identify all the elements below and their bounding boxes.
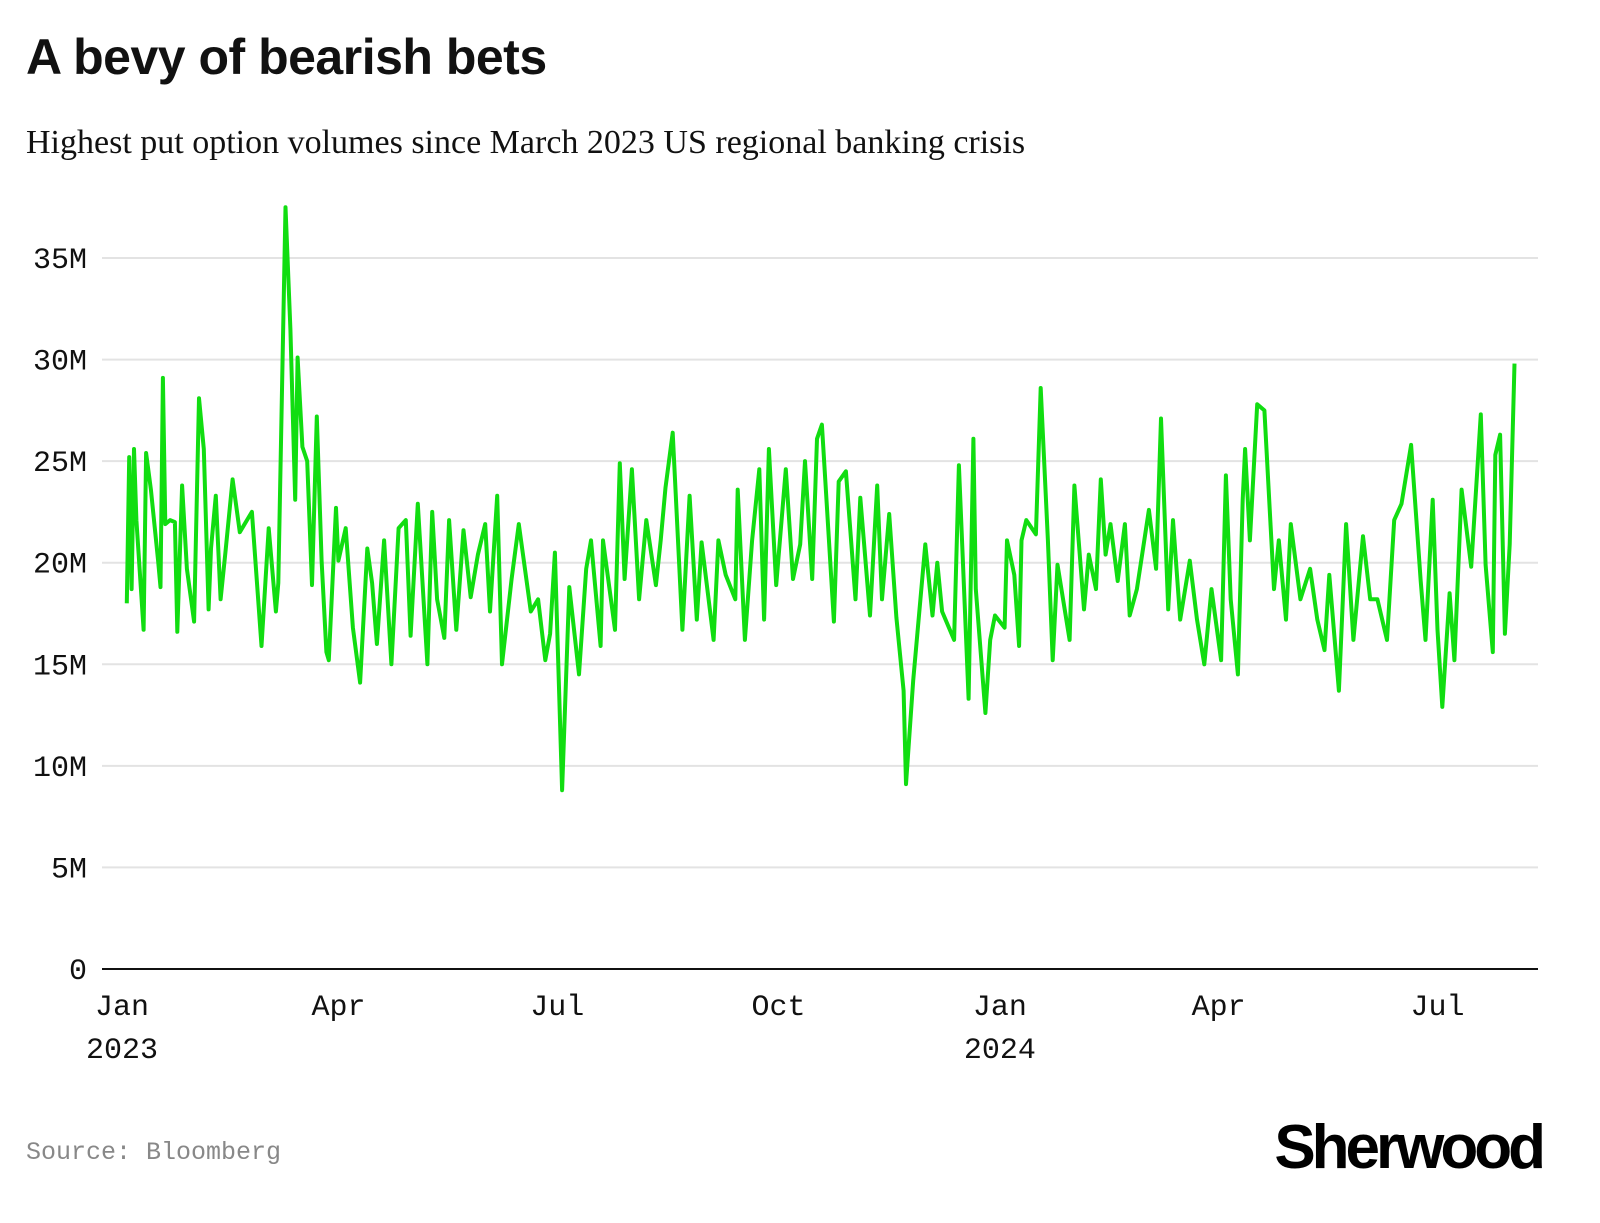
- x-tick-label: Apr: [1192, 991, 1246, 1025]
- x-tick-label: Oct: [752, 991, 806, 1025]
- sherwood-logo: Sherwood: [1274, 1113, 1546, 1182]
- x-tick-year: 2024: [964, 1034, 1036, 1068]
- x-tick-label: Jul: [530, 991, 584, 1025]
- gridlines: [102, 257, 1538, 869]
- y-tick-label: 20M: [33, 549, 87, 583]
- x-tick-label: Jul: [1411, 991, 1465, 1025]
- source-note: Source: Bloomberg: [26, 1138, 282, 1167]
- series-put-volume: [124, 205, 1517, 793]
- chart-title: A bevy of bearish bets: [26, 29, 547, 85]
- y-tick-label: 30M: [33, 346, 87, 380]
- x-tick-label: Jan: [95, 991, 149, 1025]
- y-tick-label: 10M: [33, 752, 87, 786]
- chart-subtitle: Highest put option volumes since March 2…: [26, 124, 1026, 161]
- x-tick-year: 2023: [86, 1034, 158, 1068]
- x-axis-ticks: Jan 2023 Apr Jul Oct Jan 2024 Apr Jul: [86, 991, 1465, 1068]
- y-tick-label: 5M: [51, 853, 87, 887]
- y-axis-ticks: 0 5M 10M 15M 20M 25M 30M 35M: [33, 244, 87, 989]
- y-tick-label: 25M: [33, 447, 87, 481]
- x-tick-label: Apr: [311, 991, 365, 1025]
- y-tick-label: 15M: [33, 650, 87, 684]
- series-line: [124, 205, 1517, 793]
- x-tick-label: Jan: [973, 991, 1027, 1025]
- y-tick-label: 35M: [33, 244, 87, 278]
- y-tick-label: 0: [69, 955, 87, 989]
